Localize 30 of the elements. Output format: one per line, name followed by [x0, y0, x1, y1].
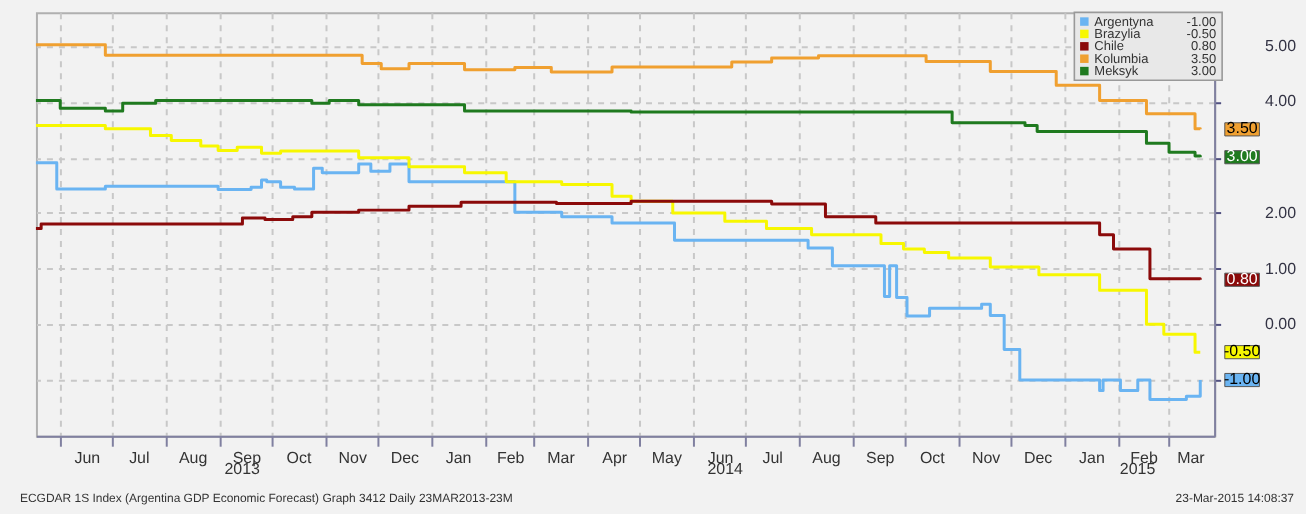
x-tick-label: Sep: [866, 448, 896, 467]
x-tick-label: Jun: [74, 448, 101, 467]
x-tick-label: Mar: [1177, 448, 1206, 467]
y-tick-label: 2.00: [1265, 203, 1298, 222]
data-label: 0.80: [1226, 269, 1259, 288]
x-tick-label: Aug: [812, 448, 841, 467]
text: 2014: [707, 459, 745, 478]
data-label: 3.50: [1226, 119, 1259, 138]
x-tick-label: Jul: [129, 448, 150, 467]
x-tick-label: Dec: [1023, 448, 1053, 467]
x-tick-label: Oct: [919, 448, 947, 467]
x-tick-label: Apr: [602, 448, 628, 467]
x-tick-label: Feb: [496, 448, 526, 467]
y-tick-label: 0.00: [1265, 315, 1298, 334]
x-tick-label: Aug: [178, 448, 208, 467]
x-tick-label: Jul: [762, 448, 784, 467]
x-tick-label: Dec: [390, 448, 420, 467]
x-tick-label: Feb: [1130, 448, 1159, 467]
x-tick-label: Sep: [232, 448, 263, 467]
x-tick-label: May: [651, 448, 682, 467]
x-tick-label: Nov: [338, 448, 367, 467]
x-tick-label: Jan: [445, 448, 472, 467]
y-tick-label: 5.00: [1265, 36, 1298, 55]
x-tick-label: Mar: [547, 448, 576, 467]
data-label: 3.00: [1226, 147, 1259, 166]
x-tick-label: Oct: [286, 448, 313, 467]
x-tick-label: Jan: [1079, 448, 1105, 467]
y-tick-label: 1.00: [1265, 259, 1298, 278]
y-tick-label: 4.00: [1265, 92, 1298, 111]
x-tick-label: Nov: [971, 448, 1001, 467]
